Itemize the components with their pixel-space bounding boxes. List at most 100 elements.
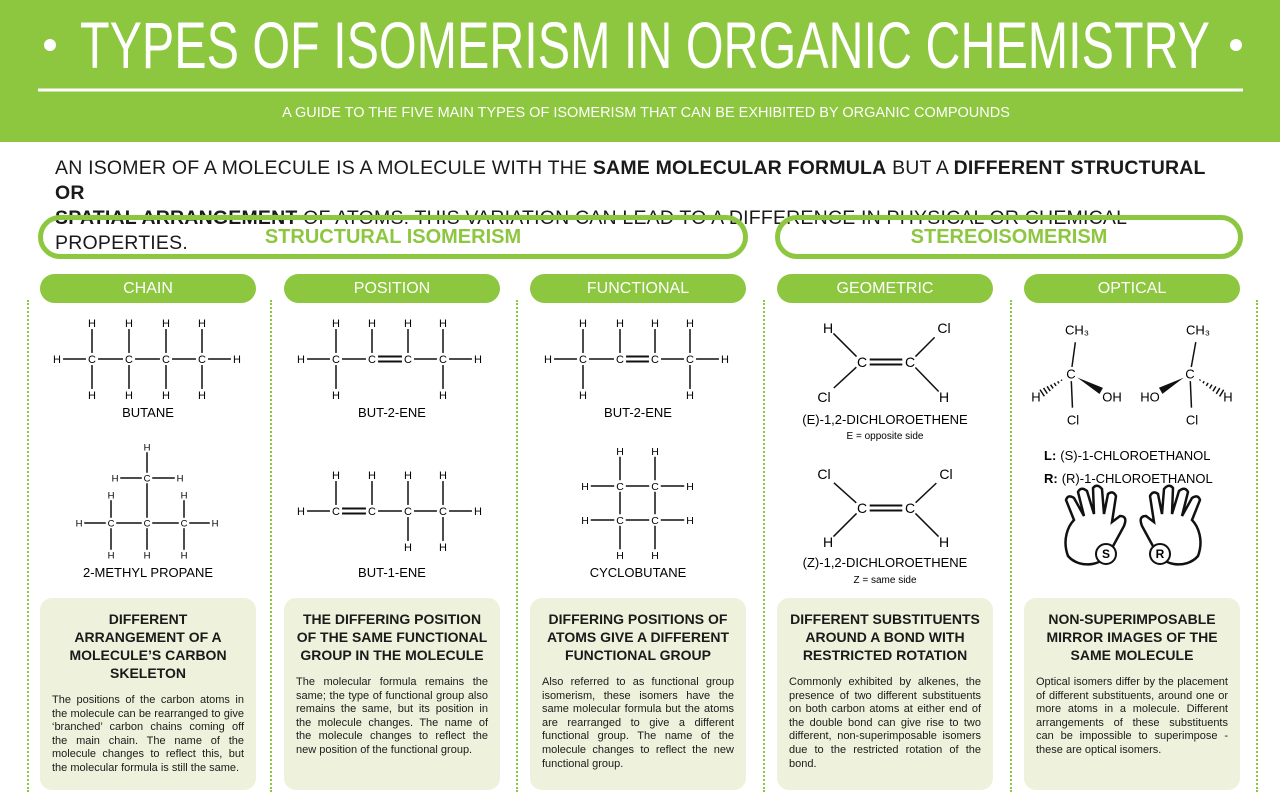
atom-label: C (651, 481, 659, 493)
hash-bond (1053, 382, 1057, 387)
atom-label: H (1223, 390, 1232, 405)
atom-label: OH (1102, 390, 1122, 405)
bond (1190, 342, 1197, 368)
description-heading: DIFFERING POSITIONS OF ATOMS GIVE A DIFF… (546, 611, 729, 663)
column-header: OPTICAL (1024, 274, 1240, 303)
molecule-note: E = opposite side (847, 431, 924, 442)
header: TYPES OF ISOMERISM IN ORGANIC CHEMISTRY … (0, 0, 1280, 142)
molecule-name: (Z)-1,2-DICHLOROETHENE (803, 555, 968, 570)
atom-label: Cl (817, 466, 830, 482)
atom-label: H (212, 518, 219, 529)
atom-label: H (125, 390, 133, 402)
atom-label: C (857, 354, 867, 370)
atom-label: H (181, 550, 188, 561)
atom-label: C (857, 500, 867, 516)
atom-label: H (544, 354, 552, 366)
chirality-circle (1149, 543, 1171, 565)
separator (1256, 300, 1258, 792)
intro-text: AN ISOMER OF A MOLECULE IS A MOLECULE WI… (55, 157, 593, 179)
atom-label: C (616, 481, 624, 493)
atom-label: H (76, 518, 83, 529)
atom-label: H (368, 318, 376, 330)
atom-label: C (108, 518, 115, 529)
separator (1010, 300, 1012, 792)
molecule-note: Z = same side (853, 575, 917, 586)
atom-label: C (368, 506, 376, 518)
hash-bond (1205, 382, 1209, 387)
atom-label: CH₃ (1186, 323, 1210, 338)
intro-text: BUT A (886, 157, 954, 179)
title: TYPES OF ISOMERISM IN ORGANIC CHEMISTRY (80, 8, 1210, 82)
atom-label: H (368, 470, 376, 482)
description-body: The positions of the carbon atoms in the… (52, 694, 244, 774)
molecule-name: CYCLOBUTANE (590, 565, 687, 580)
description-body: Also referred to as functional group iso… (542, 676, 734, 770)
bond (1071, 342, 1077, 368)
chirality-letter: R (1156, 547, 1165, 561)
molecule-name: 2-METHYL PROPANE (83, 565, 213, 580)
atom-label: C (439, 506, 447, 518)
atom-label: H (181, 490, 188, 501)
atom-label: H (404, 542, 412, 554)
atom-label: H (297, 354, 305, 366)
atom-label: H (439, 318, 447, 330)
atom-label: C (404, 506, 412, 518)
hash-bond (1202, 380, 1205, 384)
atom-label: C (651, 515, 659, 527)
atom-label: H (616, 550, 624, 562)
atom-label: Cl (1067, 413, 1079, 428)
atom-label: C (144, 518, 151, 529)
atom-label: H (108, 490, 115, 501)
atom-label: H (651, 550, 659, 562)
description-body: The molecular formula remains the same; … (296, 676, 488, 756)
atom-label: H (198, 318, 206, 330)
bond (1070, 381, 1074, 408)
molecule-name: BUT-2-ENE (358, 405, 426, 420)
separator (27, 300, 29, 792)
bond (832, 512, 858, 538)
header-band (0, 0, 1280, 142)
atom-label: Cl (939, 466, 952, 482)
atom-label: H (144, 442, 151, 453)
atom-label: C (651, 354, 659, 366)
bullet (44, 39, 56, 51)
atom-label: C (1185, 367, 1194, 382)
hash-bond (1060, 379, 1063, 382)
label-key: R: (1044, 471, 1058, 486)
bond (914, 512, 940, 538)
column-header: CHAIN (40, 274, 256, 303)
atom-label: H (686, 390, 694, 402)
atom-label: H (651, 446, 659, 458)
hash-bond (1039, 389, 1046, 397)
atom-label: H (474, 506, 482, 518)
atom-label: C (1066, 367, 1075, 382)
atom-label: C (439, 354, 447, 366)
group-pill: STRUCTURAL ISOMERISM (38, 215, 748, 259)
bond (833, 482, 857, 504)
separator (516, 300, 518, 792)
atom-label: H (1031, 390, 1040, 405)
atom-label: H (686, 481, 694, 493)
atom-label: H (404, 318, 412, 330)
bond (1189, 381, 1193, 408)
atom-label: C (332, 354, 340, 366)
atom-label: C (198, 354, 206, 366)
atom-label: H (177, 473, 184, 484)
wedge-bond (1158, 377, 1184, 394)
atom-label: H (144, 550, 151, 561)
atom-label: C (88, 354, 96, 366)
isomer-label: R: (R)-1-CHLOROETHANOL (1044, 471, 1213, 486)
wedge-bond (1077, 377, 1103, 395)
atom-label: C (905, 500, 915, 516)
atom-label: C (162, 354, 170, 366)
bullet (1230, 39, 1242, 51)
atom-label: C (332, 506, 340, 518)
description-heading: DIFFERENT ARRANGEMENT OF A MOLECULE’S CA… (69, 611, 227, 681)
bond (914, 336, 936, 358)
atom-label: H (198, 390, 206, 402)
atom-label: C (905, 354, 915, 370)
atom-label: H (579, 318, 587, 330)
atom-label: H (581, 481, 589, 493)
intro: AN ISOMER OF A MOLECULE IS A MOLECULE WI… (55, 156, 1235, 256)
hash-bond (1199, 379, 1201, 381)
